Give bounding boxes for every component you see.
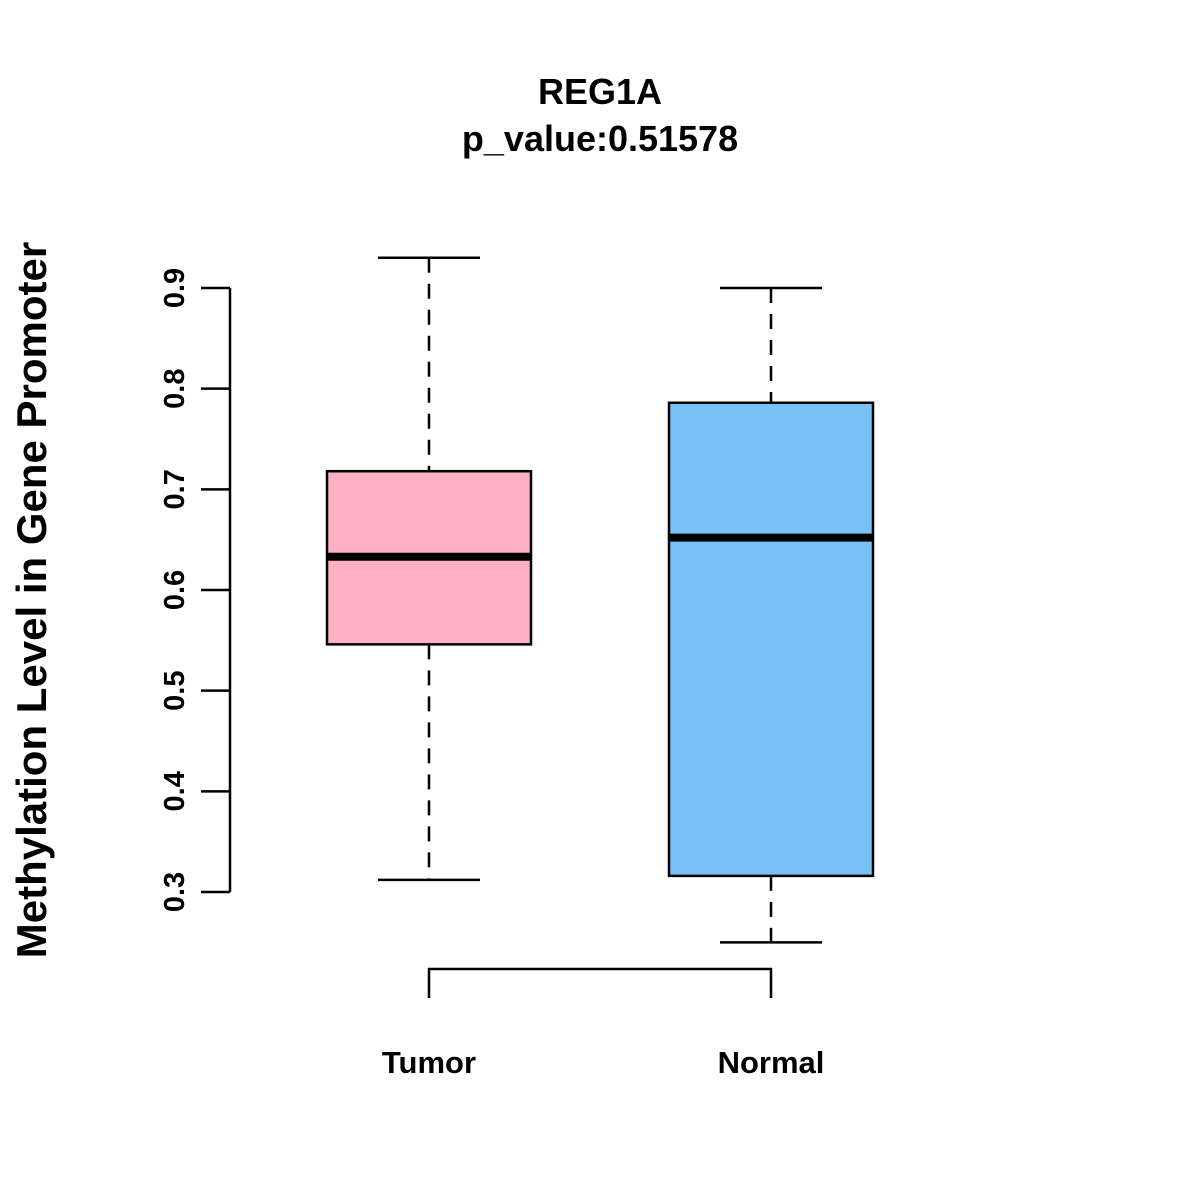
y-tick-label: 0.7: [159, 469, 191, 509]
y-tick-label: 0.4: [159, 771, 191, 811]
y-axis: 0.3 0.4 0.5 0.6 0.7 0.8 0.9: [159, 268, 232, 912]
x-category-label: Normal: [718, 1045, 825, 1080]
x-axis: Tumor Normal: [382, 967, 825, 1080]
chart-title: REG1A: [538, 71, 662, 112]
chart-subtitle: p_value:0.51578: [462, 118, 738, 159]
y-tick-label: 0.3: [159, 872, 191, 912]
y-tick-label: 0.5: [159, 671, 191, 711]
boxes: [325, 256, 875, 944]
box-normal: [667, 286, 875, 944]
x-category-label: Tumor: [382, 1045, 476, 1080]
y-tick-label: 0.9: [159, 268, 191, 308]
y-tick-label: 0.6: [159, 570, 191, 610]
y-tick-label: 0.8: [159, 369, 191, 409]
iqr-box: [667, 401, 875, 878]
y-axis-label: Methylation Level in Gene Promoter: [8, 242, 55, 958]
comparison-bracket: [427, 967, 773, 998]
box-tumor: [325, 256, 533, 882]
